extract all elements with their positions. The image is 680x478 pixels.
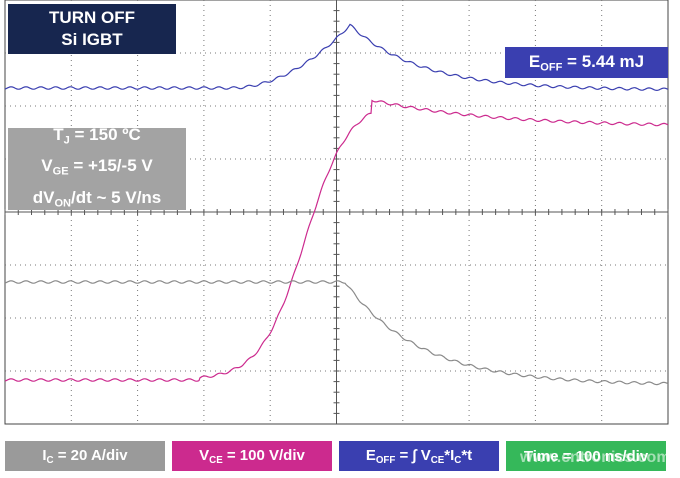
subscript: GE bbox=[52, 165, 69, 178]
text-line: TJ = 150 ºC bbox=[8, 122, 186, 153]
text-line: IC = 20 A/div bbox=[5, 447, 165, 466]
text: = 100 V/div bbox=[222, 446, 305, 464]
subscript: CE bbox=[430, 454, 445, 466]
text: V bbox=[41, 156, 53, 176]
text: Si IGBT bbox=[61, 30, 123, 49]
text: E bbox=[365, 446, 376, 464]
text: dV bbox=[32, 187, 55, 207]
text: *I bbox=[444, 446, 455, 464]
legend-item: Time = 100 ns/div bbox=[506, 441, 666, 471]
subscript: J bbox=[63, 134, 70, 147]
text: Time = 100 ns/div bbox=[523, 447, 649, 465]
text-line: VGE = +15/-5 V bbox=[8, 153, 186, 184]
text-line: Time = 100 ns/div bbox=[506, 448, 666, 465]
legend-item: EOFF = ∫ VCE*IC*t bbox=[339, 441, 499, 471]
text: = +15/-5 V bbox=[68, 156, 153, 176]
subscript: C bbox=[454, 454, 462, 466]
subscript: OFF bbox=[540, 61, 563, 74]
text: T bbox=[53, 125, 64, 145]
vce-trace bbox=[4, 99, 669, 382]
text: *t bbox=[461, 446, 473, 464]
text-line: VCE = 100 V/div bbox=[172, 447, 332, 466]
text-line: EOFF = ∫ VCE*IC*t bbox=[339, 447, 499, 466]
text-line: TURN OFF bbox=[8, 7, 176, 29]
text: = 20 A/div bbox=[53, 446, 128, 464]
legend-item: VCE = 100 V/div bbox=[172, 441, 332, 471]
energy-box: EOFF = 5.44 mJ bbox=[505, 47, 668, 78]
subscript: ON bbox=[54, 196, 72, 209]
text: /dt ~ 5 V/ns bbox=[71, 187, 162, 207]
text: V bbox=[199, 446, 210, 464]
text: = ∫ V bbox=[395, 446, 431, 464]
text: E bbox=[528, 51, 541, 71]
subscript: C bbox=[46, 454, 54, 466]
watermark: www.cntronics.com bbox=[520, 449, 671, 466]
legend-item: IC = 20 A/div bbox=[5, 441, 165, 471]
energy-trace bbox=[4, 23, 669, 92]
text: = 5.44 mJ bbox=[562, 51, 645, 71]
text-line: Si IGBT bbox=[8, 29, 176, 51]
subscript: OFF bbox=[375, 454, 396, 466]
text: = 150 ºC bbox=[69, 125, 141, 145]
text-line: dVON/dt ~ 5 V/ns bbox=[8, 185, 186, 216]
title-box: TURN OFF Si IGBT bbox=[8, 4, 176, 54]
ic-trace bbox=[4, 280, 669, 386]
subscript: CE bbox=[209, 454, 223, 466]
text: TURN OFF bbox=[49, 8, 135, 27]
text-line: EOFF = 5.44 mJ bbox=[505, 52, 668, 73]
text: I bbox=[42, 446, 47, 464]
